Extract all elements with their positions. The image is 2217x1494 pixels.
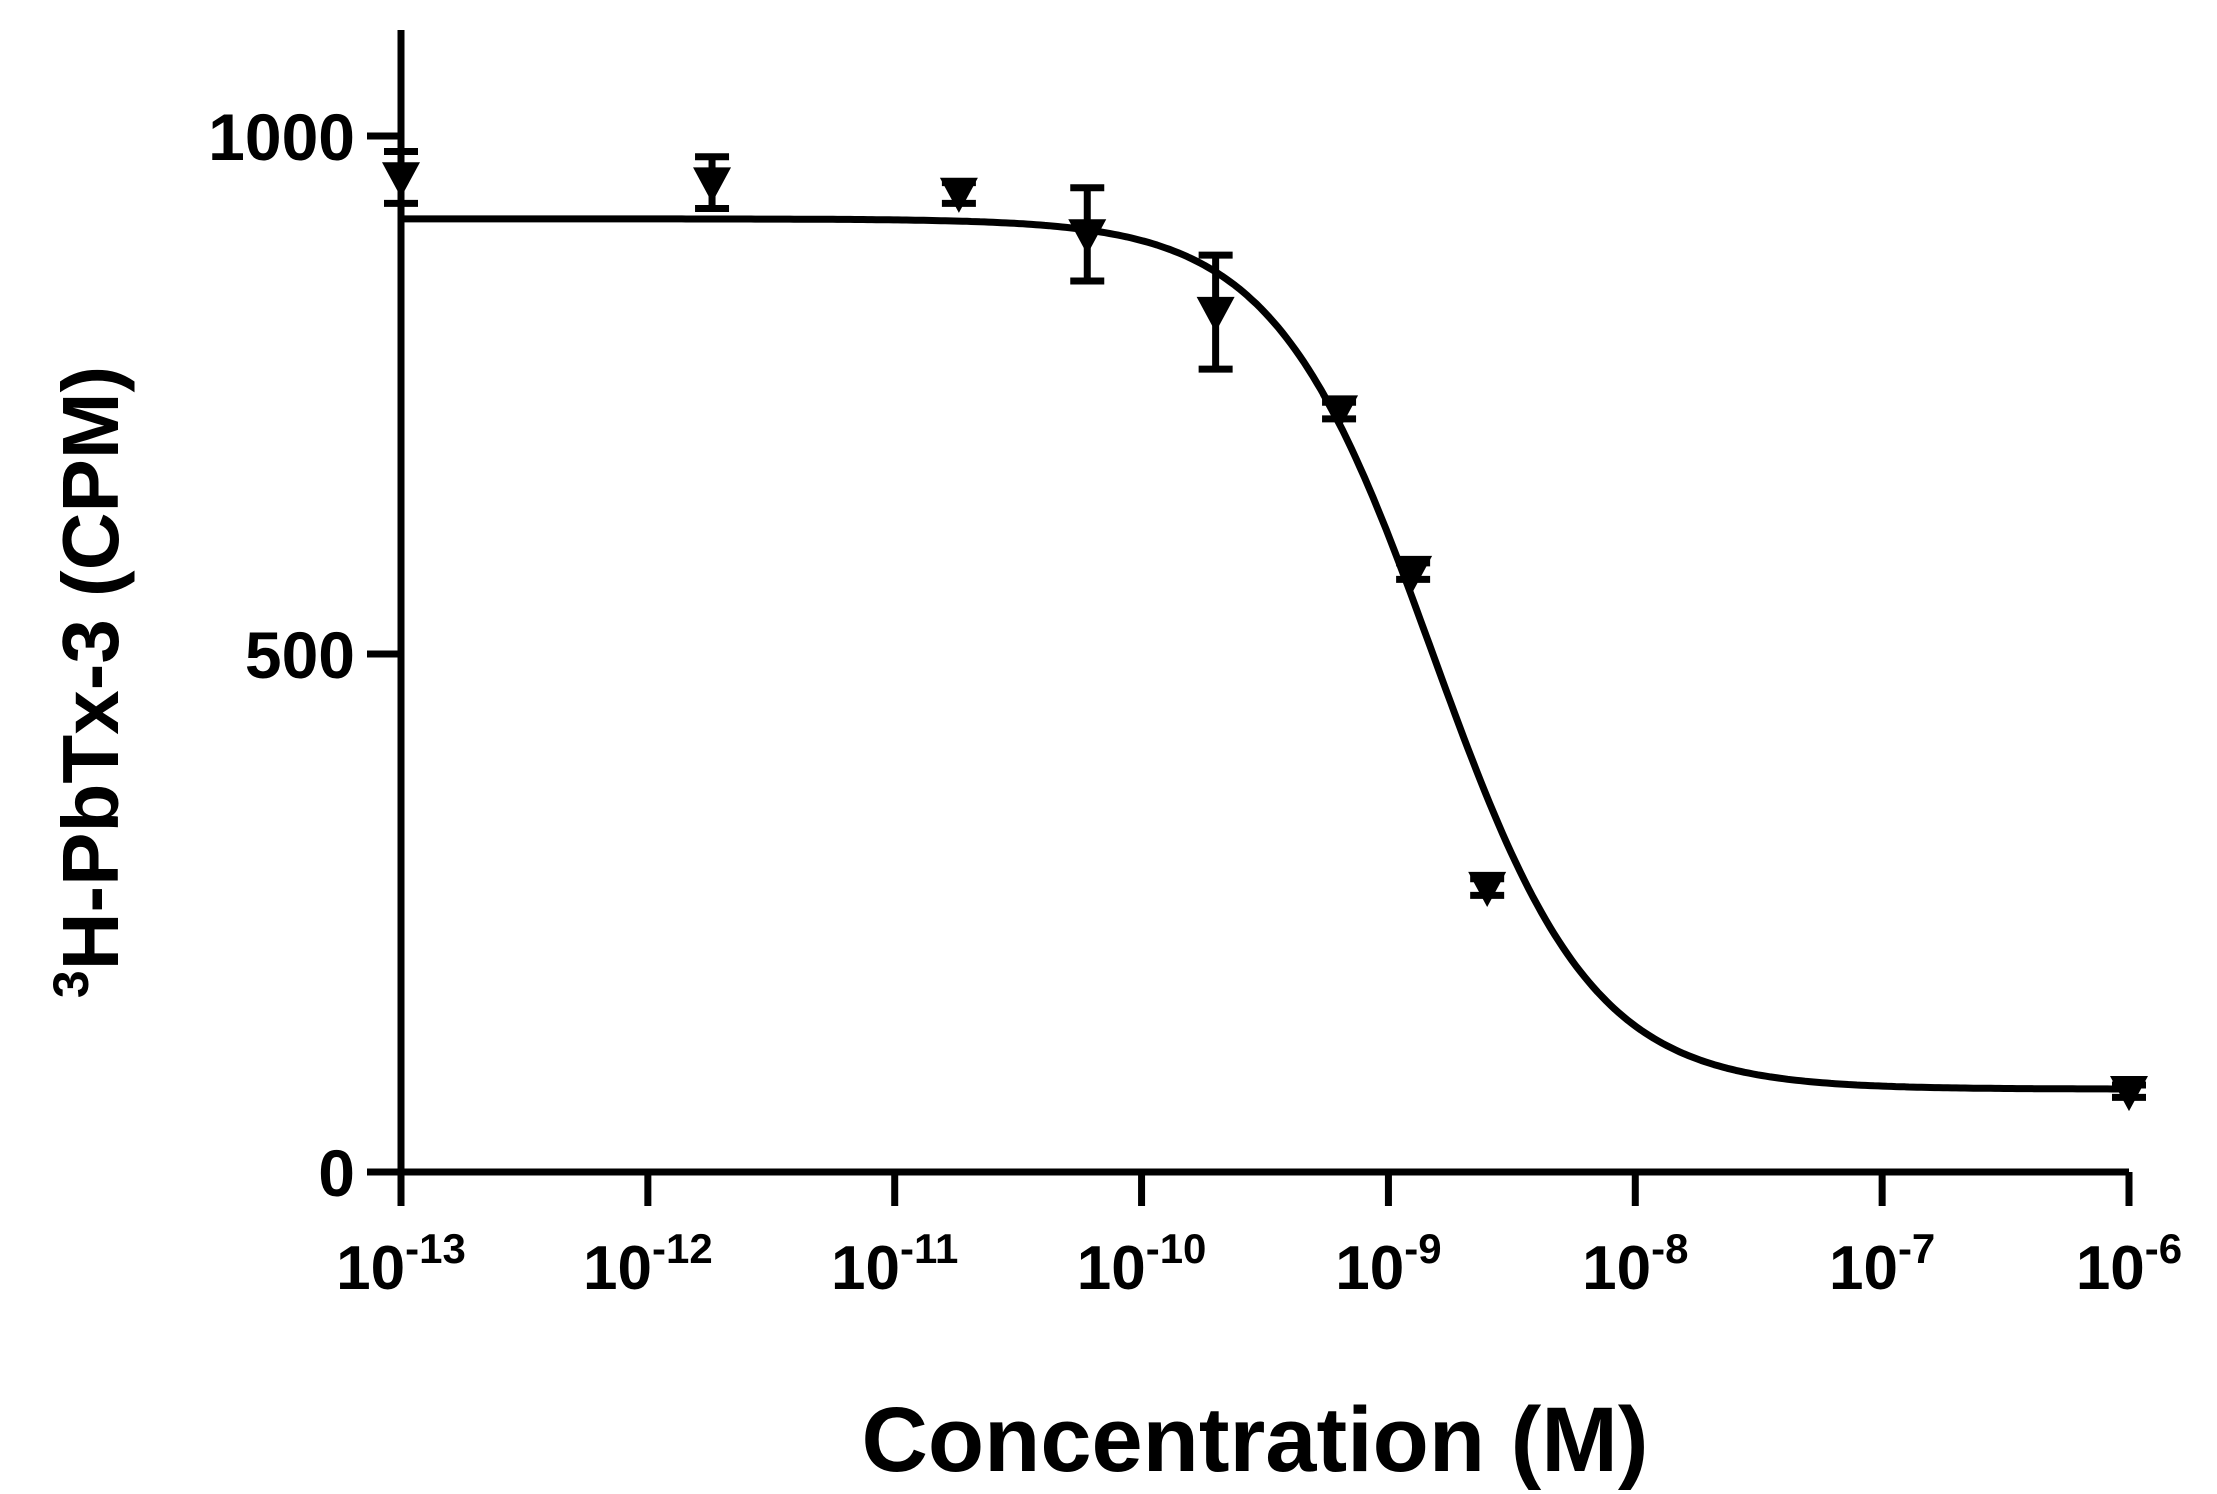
fit-curve xyxy=(401,215,2129,1093)
triangle-down-marker xyxy=(693,167,732,203)
y-axis-title: 3H-PbTx-3 (CPM) xyxy=(43,366,135,998)
x-tick-exponent: -13 xyxy=(405,1225,466,1272)
data-point xyxy=(1196,251,1235,373)
x-tick-label: 10-9 xyxy=(1335,1225,1441,1303)
y-tick-label: 500 xyxy=(245,618,355,692)
x-tick-base: 10 xyxy=(1077,1234,1146,1303)
data-point xyxy=(1320,395,1359,431)
x-tick-base: 10 xyxy=(336,1234,405,1303)
data-point xyxy=(939,177,978,213)
triangle-down-marker xyxy=(939,177,978,213)
x-tick-label: 10-8 xyxy=(1582,1225,1688,1303)
x-tick-label: 10-6 xyxy=(2076,1225,2182,1303)
x-tick-label: 10-13 xyxy=(336,1225,466,1303)
y-axis-title-main: H-PbTx-3 (CPM) xyxy=(46,366,135,970)
triangle-down-marker xyxy=(1468,871,1507,908)
x-tick-exponent: -8 xyxy=(1651,1225,1688,1272)
triangle-down-marker xyxy=(1320,395,1359,431)
triangle-down-marker xyxy=(1068,219,1107,255)
x-tick-exponent: -9 xyxy=(1404,1225,1441,1272)
x-tick-base: 10 xyxy=(1335,1234,1404,1303)
x-tick-exponent: -11 xyxy=(900,1225,958,1272)
data-point xyxy=(382,148,420,207)
x-tick-label: 10-11 xyxy=(831,1225,958,1303)
fit-curve-layer xyxy=(401,215,2129,1093)
x-tick-base: 10 xyxy=(1829,1234,1898,1303)
x-tick-base: 10 xyxy=(1582,1234,1651,1303)
x-tick-exponent: -10 xyxy=(1146,1225,1207,1272)
triangle-down-marker xyxy=(1394,555,1433,592)
data-point xyxy=(1068,184,1107,285)
data-points-layer xyxy=(382,148,2148,1112)
y-tick-label: 0 xyxy=(318,1136,355,1210)
x-tick-exponent: -12 xyxy=(652,1225,713,1272)
x-tick-label: 10-7 xyxy=(1829,1225,1935,1303)
data-point xyxy=(1468,871,1507,908)
y-tick-label: 1000 xyxy=(208,100,355,174)
x-tick-label: 10-12 xyxy=(583,1225,713,1303)
data-point xyxy=(2110,1075,2148,1112)
x-axis-title: Concentration (M) xyxy=(861,1389,1648,1491)
x-tick-base: 10 xyxy=(2076,1234,2145,1303)
triangle-down-marker xyxy=(382,162,420,198)
triangle-down-marker xyxy=(1196,296,1235,333)
data-point xyxy=(1394,555,1433,592)
x-tick-exponent: -7 xyxy=(1898,1225,1935,1272)
triangle-down-marker xyxy=(2110,1075,2148,1112)
x-tick-base: 10 xyxy=(831,1234,900,1303)
x-tick-label: 10-10 xyxy=(1077,1225,1207,1303)
data-point xyxy=(693,153,732,213)
x-tick-exponent: -6 xyxy=(2145,1225,2182,1272)
x-tick-base: 10 xyxy=(583,1234,652,1303)
y-axis-title-superscript: 3 xyxy=(43,970,99,998)
